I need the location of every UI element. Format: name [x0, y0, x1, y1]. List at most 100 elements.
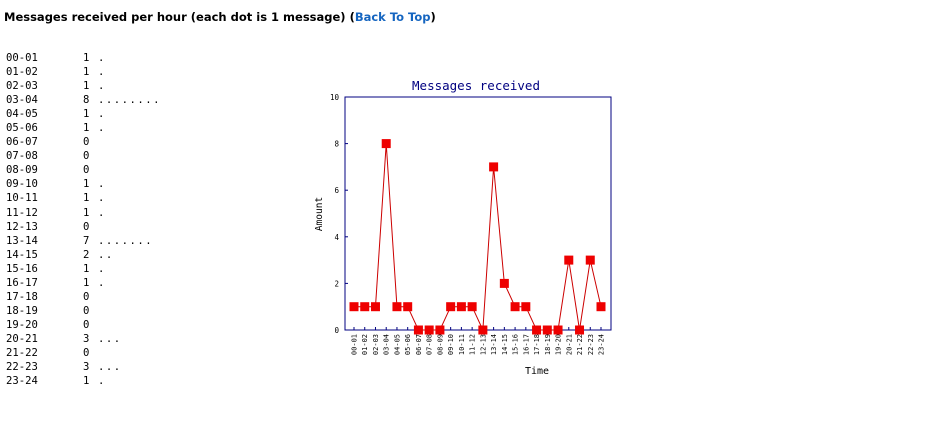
table-row: 14-15 2.. — [6, 248, 161, 262]
hour-label: 11-12 — [6, 206, 38, 219]
count-value: 1 — [83, 108, 90, 121]
back-to-top-link[interactable]: Back To Top — [354, 10, 431, 24]
hour-label: 10-11 — [6, 192, 38, 205]
y-axis: 0 2 4 6 8 10 — [330, 93, 348, 335]
count-value: 0 — [83, 220, 90, 233]
table-row: 20-21 3... — [6, 332, 161, 346]
x-tick-label: 11-12 — [469, 334, 477, 355]
x-tick-label: 21-22 — [576, 334, 584, 355]
data-point — [510, 302, 520, 312]
hour-label: 04-05 — [6, 108, 38, 121]
dot-bar: . — [98, 206, 106, 219]
hour-label: 09-10 — [6, 178, 38, 191]
hour-label: 02-03 — [6, 80, 38, 93]
count-value: 1 — [83, 375, 90, 388]
count-value: 8 — [83, 94, 90, 107]
dot-bar: . — [98, 122, 106, 135]
data-point — [467, 302, 477, 312]
count-value: 0 — [83, 290, 90, 303]
data-point — [360, 302, 370, 312]
dot-bar: ... — [98, 332, 122, 345]
hour-label: 08-09 — [6, 164, 38, 177]
table-row: 03-04 8........ — [6, 93, 161, 107]
table-row: 01-02 1. — [6, 65, 161, 79]
data-point — [542, 325, 552, 335]
table-row: 23-24 1. — [6, 374, 161, 388]
messages-chart: Messages received 0 2 4 6 8 10 00-01 01-02 02-0… — [314, 78, 612, 377]
table-row: 10-11 1. — [6, 191, 161, 205]
x-tick-label: 14-15 — [501, 334, 509, 355]
hour-label: 21-22 — [6, 346, 38, 359]
x-tick-label: 00-01 — [351, 334, 359, 355]
hour-label: 22-23 — [6, 361, 38, 374]
table-row: 21-22 0 — [6, 346, 161, 360]
count-value: 3 — [83, 361, 90, 374]
table-row: 13-14 7....... — [6, 234, 161, 248]
x-tick-label: 23-24 — [598, 334, 606, 355]
x-tick-label: 19-20 — [555, 334, 563, 355]
data-point — [596, 302, 606, 312]
x-tick-label: 20-21 — [565, 334, 573, 355]
table-row: 15-16 1. — [6, 262, 161, 276]
data-point — [521, 302, 531, 312]
dot-bar: . — [98, 262, 106, 275]
y-tick-label: 6 — [334, 186, 339, 195]
data-point — [575, 325, 585, 335]
count-value: 1 — [83, 178, 90, 191]
x-tick-label: 09-10 — [447, 334, 455, 355]
table-row: 00-01 1. — [6, 51, 161, 65]
table-row: 16-17 1. — [6, 276, 161, 290]
x-tick-label: 06-07 — [415, 334, 423, 355]
x-tick-label: 15-16 — [512, 334, 520, 355]
data-point — [499, 278, 509, 288]
dot-bar: . — [98, 108, 106, 121]
x-tick-label: 22-23 — [587, 334, 595, 355]
x-tick-label: 02-03 — [372, 334, 380, 355]
table-row: 07-08 0 — [6, 149, 161, 163]
page-heading: Messages received per hour (each dot is … — [4, 10, 436, 24]
x-tick-label: 10-11 — [458, 334, 466, 355]
dot-bar: . — [98, 375, 106, 388]
data-point — [435, 325, 445, 335]
dot-bar: . — [98, 178, 106, 191]
dot-bar: . — [98, 66, 106, 79]
heading-suffix: ) — [430, 10, 436, 24]
table-row: 11-12 1. — [6, 206, 161, 220]
data-point — [553, 325, 563, 335]
count-value: 1 — [83, 206, 90, 219]
table-row: 09-10 1. — [6, 177, 161, 191]
x-tick-label: 16-17 — [522, 334, 530, 355]
x-tick-label: 13-14 — [490, 334, 498, 355]
data-point — [585, 255, 595, 265]
dot-bar: . — [98, 276, 106, 289]
count-value: 0 — [83, 304, 90, 317]
data-point — [478, 325, 488, 335]
x-tick-label: 04-05 — [393, 334, 401, 355]
count-value: 1 — [83, 276, 90, 289]
data-point — [532, 325, 542, 335]
y-tick-label: 8 — [334, 140, 339, 149]
table-row: 06-07 0 — [6, 135, 161, 149]
hour-label: 12-13 — [6, 220, 38, 233]
y-axis-label: Amount — [314, 197, 325, 231]
x-axis-label: Time — [525, 366, 549, 377]
count-value: 7 — [83, 234, 90, 247]
dot-bar: . — [98, 192, 106, 205]
hour-label: 17-18 — [6, 290, 38, 303]
data-point — [489, 162, 499, 172]
count-value: 0 — [83, 136, 90, 149]
x-axis: 00-01 01-02 02-03 03-04 04-05 05-06 06-07 07-08… — [351, 327, 606, 355]
table-row: 05-06 1. — [6, 121, 161, 135]
x-tick-label: 08-09 — [436, 334, 444, 355]
x-tick-label: 17-18 — [533, 334, 541, 355]
data-point — [392, 302, 402, 312]
data-point — [456, 302, 466, 312]
data-point — [564, 255, 574, 265]
data-point — [403, 302, 413, 312]
series-line — [354, 143, 602, 331]
dot-bar: ........ — [98, 94, 162, 107]
plot-frame — [344, 96, 612, 331]
chart-title: Messages received — [412, 78, 540, 93]
x-tick-label: 07-08 — [426, 334, 434, 355]
hour-label: 07-08 — [6, 150, 38, 163]
